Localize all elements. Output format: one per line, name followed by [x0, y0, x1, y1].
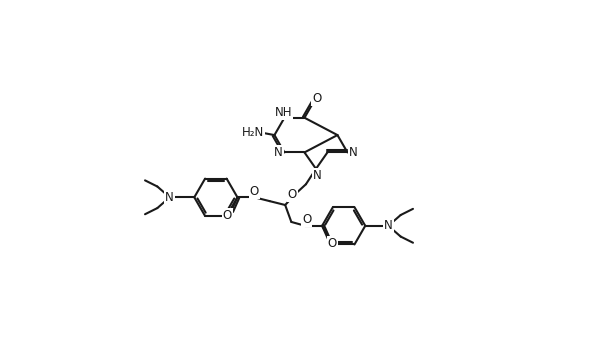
Text: O: O — [327, 237, 337, 250]
Text: O: O — [250, 185, 259, 198]
Text: N: N — [165, 191, 174, 204]
Text: NH: NH — [275, 106, 293, 119]
Text: N: N — [274, 146, 282, 159]
Text: N: N — [313, 169, 322, 182]
Text: O: O — [287, 189, 297, 201]
Text: O: O — [312, 92, 321, 105]
Text: N: N — [349, 146, 358, 159]
Text: N: N — [384, 219, 393, 232]
Text: H₂N: H₂N — [242, 126, 264, 139]
Text: O: O — [223, 208, 232, 222]
Text: O: O — [302, 213, 311, 226]
